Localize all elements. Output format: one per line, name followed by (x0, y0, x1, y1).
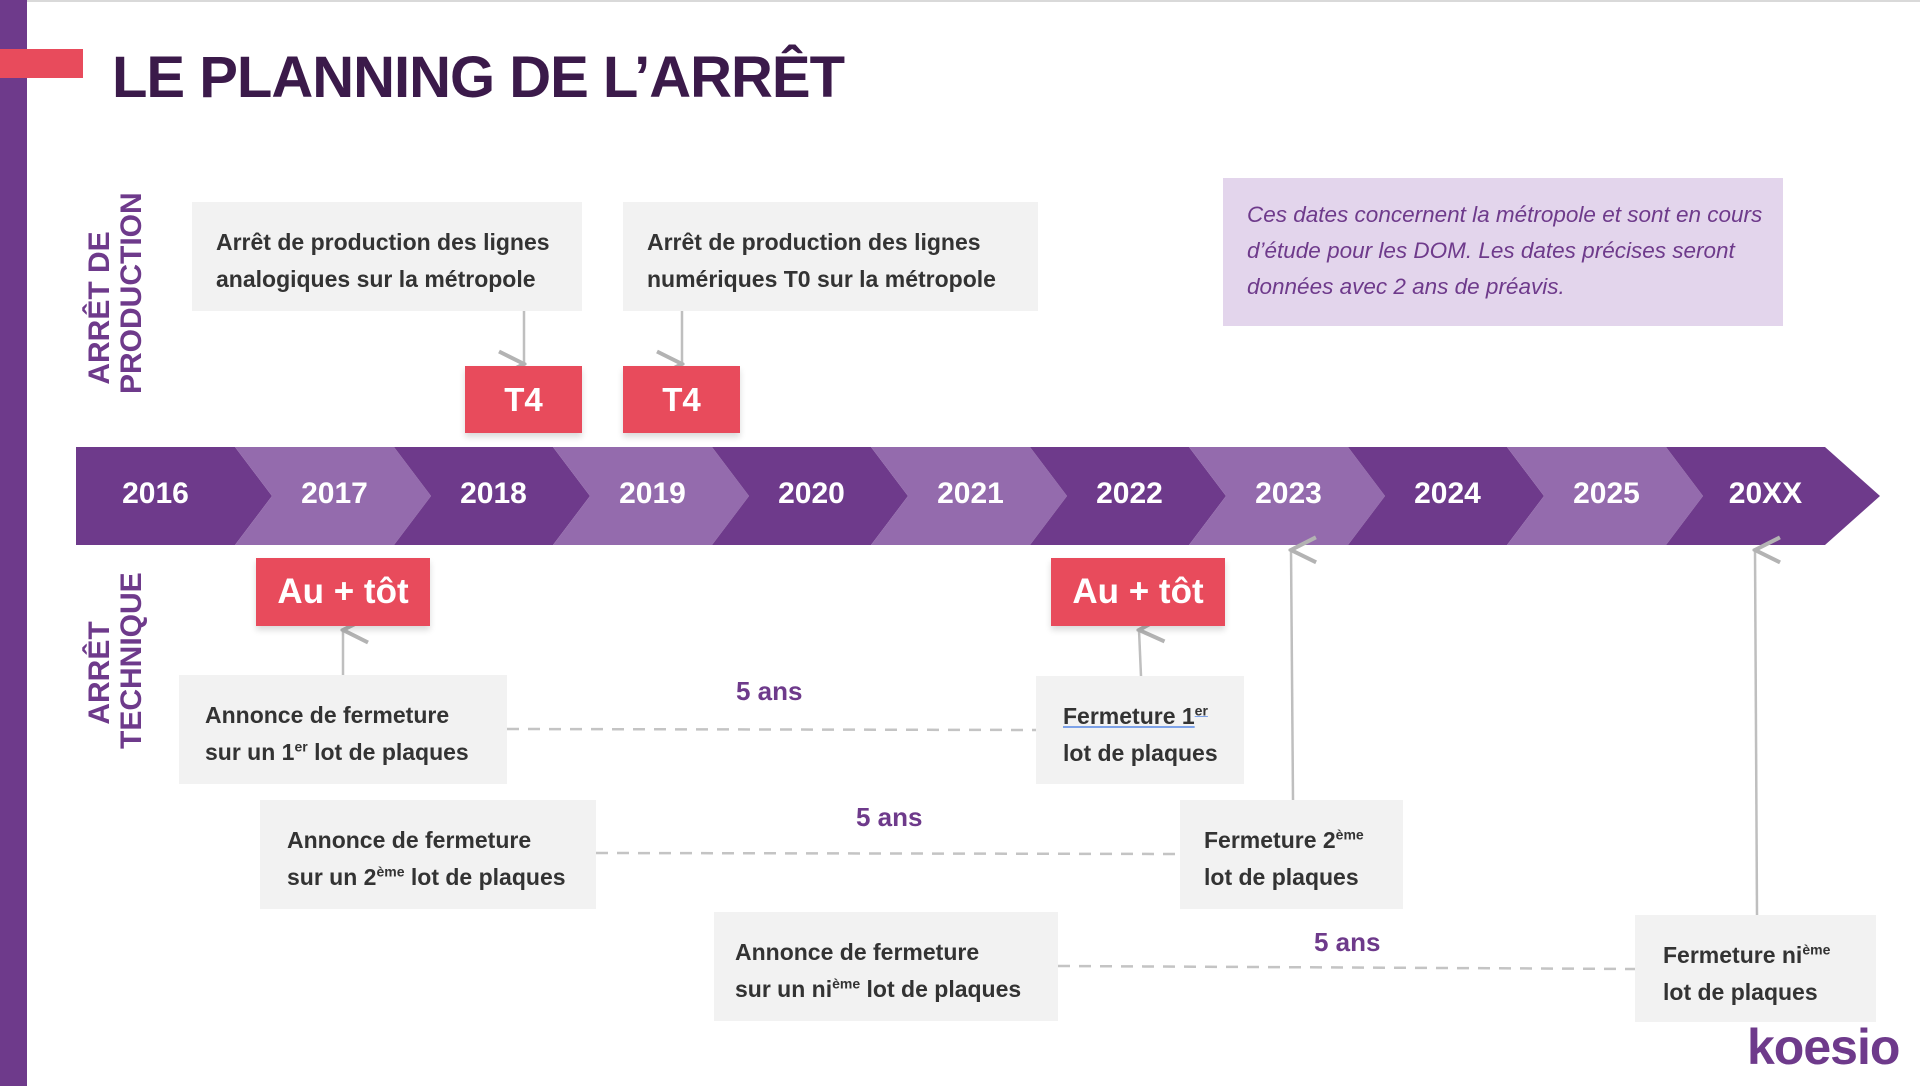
timeline-year: 2021 (937, 477, 1004, 510)
superscript: ème (376, 863, 405, 880)
timeline-segment (235, 447, 431, 545)
timeline-segment (553, 447, 749, 545)
timeline-year: 2018 (460, 477, 527, 510)
announcement-box-2: Annonce de fermeture sur un 2ème lot de … (260, 800, 596, 909)
timeline-segment (1189, 447, 1385, 545)
box-line: Annonce de fermeture (287, 827, 532, 853)
text: sur un 1 (205, 739, 295, 765)
text: lot de plaques (860, 976, 1022, 1002)
arrow-up-2 (1139, 630, 1141, 677)
box-line: Fermeture nième (1663, 937, 1876, 974)
timeline-year: 2022 (1096, 477, 1163, 510)
duration-label: 5 ans (856, 802, 923, 832)
box-line: sur un 2ème lot de plaques (287, 859, 596, 896)
timeline-segment (1348, 447, 1544, 545)
timeline-year: 2020 (778, 477, 845, 510)
text: Fermeture 2 (1204, 827, 1336, 853)
box-line: lot de plaques (1204, 864, 1359, 890)
closure-box-1: Fermeture 1er lot de plaques (1036, 676, 1244, 784)
superscript: ème (832, 975, 861, 992)
text: lot de plaques (307, 739, 469, 765)
dashed-line-2 (595, 851, 1181, 856)
timeline-segment (76, 447, 272, 545)
timeline-segment (1507, 447, 1703, 545)
title-accent-tab (0, 49, 83, 78)
superscript: ème (1335, 826, 1364, 843)
box-line: lot de plaques (1063, 740, 1218, 766)
timeline-segment (1030, 447, 1226, 545)
box-line: analogiques sur la métropole (216, 266, 536, 292)
dashed-line-3 (1057, 964, 1636, 971)
timeline-segment (394, 447, 590, 545)
superscript: er (294, 738, 308, 755)
box-line: Fermeture 1er (1063, 698, 1244, 735)
text: lot de plaques (404, 864, 566, 890)
box-line: numériques T0 sur la métropole (647, 266, 996, 292)
tag-t4: T4 (623, 366, 740, 433)
announcement-box-1: Annonce de fermeture sur un 1er lot de p… (179, 675, 507, 784)
tag-t4: T4 (465, 366, 582, 433)
text: sur un ni (735, 976, 833, 1002)
box-line: Arrêt de production des lignes (216, 229, 550, 255)
box-line: sur un nième lot de plaques (735, 971, 1058, 1008)
timeline-year: 2023 (1255, 477, 1322, 510)
text: Fermeture ni (1663, 942, 1803, 968)
announcement-box-n: Annonce de fermeture sur un nième lot de… (714, 912, 1058, 1021)
production-box-digital: Arrêt de production des lignes numérique… (623, 202, 1038, 311)
box-line: lot de plaques (1663, 979, 1818, 1005)
closure-box-n: Fermeture nième lot de plaques (1635, 915, 1876, 1022)
top-divider (0, 0, 1920, 2)
box-line: sur un 1er lot de plaques (205, 734, 507, 771)
timeline-segment (1666, 447, 1880, 545)
tag-early: Au + tôt (256, 558, 430, 626)
superscript: er (1194, 702, 1208, 719)
box-line: Fermeture 2ème (1204, 822, 1403, 859)
timeline-year: 2016 (122, 477, 189, 510)
koesio-logo: koesio (1747, 1019, 1900, 1075)
timeline-segment (712, 447, 908, 545)
text: sur un 2 (287, 864, 377, 890)
left-accent-bar (0, 0, 27, 1086)
tag-early: Au + tôt (1051, 558, 1225, 626)
duration-label: 5 ans (1314, 927, 1381, 957)
duration-label: 5 ans (736, 676, 803, 706)
timeline-year: 2025 (1573, 477, 1640, 510)
timeline-year: 2019 (619, 477, 686, 510)
dashed-line-1 (506, 727, 1037, 732)
timeline-year: 20XX (1728, 477, 1803, 510)
timeline-year: 2017 (301, 477, 368, 510)
closure-box-2: Fermeture 2ème lot de plaques (1180, 800, 1403, 909)
timeline-segment (871, 447, 1067, 545)
timeline-year: 2024 (1414, 477, 1481, 510)
box-line: Annonce de fermeture (735, 939, 980, 965)
note-box: Ces dates concernent la métropole et son… (1223, 178, 1783, 326)
box-line: Annonce de fermeture (205, 702, 450, 728)
page-title: LE PLANNING DE L’ARRÊT (112, 45, 845, 110)
text: Fermeture 1 (1063, 703, 1195, 729)
production-box-analog: Arrêt de production des lignes analogiqu… (192, 202, 582, 311)
superscript: ème (1802, 941, 1831, 958)
box-line: Arrêt de production des lignes (647, 229, 981, 255)
arrow-up-4 (1755, 550, 1757, 916)
arrow-up-3 (1291, 550, 1293, 801)
